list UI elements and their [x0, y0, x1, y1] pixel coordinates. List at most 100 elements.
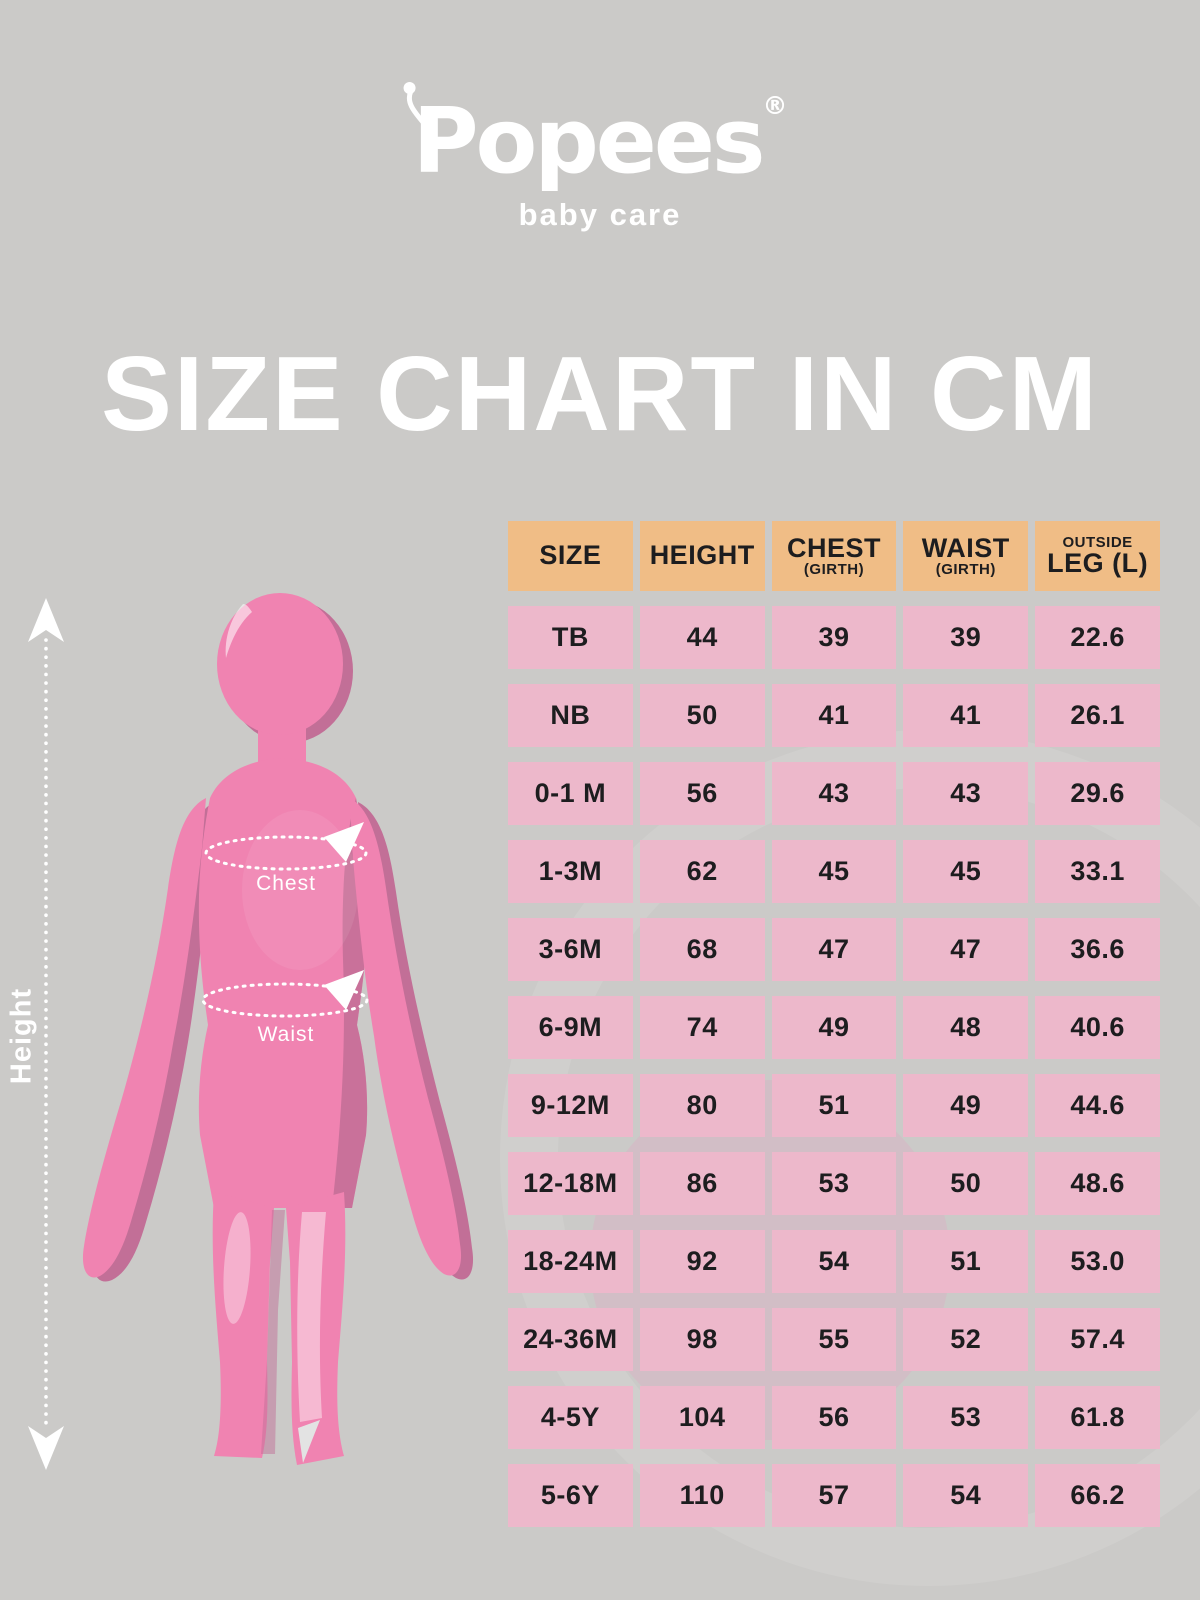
table-cell: 3-6M	[508, 918, 633, 981]
table-cell: 1-3M	[508, 840, 633, 903]
table-cell: 54	[903, 1464, 1029, 1527]
table-cell: 39	[771, 606, 897, 669]
table-cell: 24-36M	[508, 1308, 633, 1371]
table-cell: 53.0	[1035, 1230, 1160, 1293]
table-row: 12-18M 86 53 50 48.6	[508, 1152, 1160, 1215]
size-table-rows: TB 44 39 39 22.6 NB 50 41 41 26.1 0-1 M 56 43 43 29.6 1…	[508, 606, 1160, 1527]
table-row: 1-3M 62 45 45 33.1	[508, 840, 1160, 903]
header-leg-label: LEG (L)	[1047, 547, 1149, 578]
table-cell: 52	[903, 1308, 1029, 1371]
table-cell: 50	[903, 1152, 1029, 1215]
chest-label: Chest	[256, 872, 316, 895]
header-height-label: HEIGHT	[649, 540, 755, 571]
table-cell: 45	[771, 840, 897, 903]
size-table: SIZE HEIGHT CHEST (GIRTH) WAIST (GIRTH) …	[508, 521, 1160, 1527]
table-row: NB 50 41 41 26.1	[508, 684, 1160, 747]
table-cell: 40.6	[1035, 996, 1160, 1059]
table-cell: 44	[639, 606, 765, 669]
table-cell: 49	[771, 996, 897, 1059]
header-cell-outside-leg: OUTSIDE LEG (L)	[1035, 521, 1160, 591]
header-cell-size: SIZE	[508, 521, 633, 591]
table-row: 9-12M 80 51 49 44.6	[508, 1074, 1160, 1137]
table-cell: 74	[639, 996, 765, 1059]
mannequin-left-thigh-highlight	[223, 1212, 251, 1324]
table-cell: 62	[639, 840, 765, 903]
table-cell: 110	[639, 1464, 765, 1527]
table-row: 4-5Y 104 56 53 61.8	[508, 1386, 1160, 1449]
size-table-header: SIZE HEIGHT CHEST (GIRTH) WAIST (GIRTH) …	[508, 521, 1160, 591]
mannequin-inner-leg-shadow	[261, 1210, 285, 1454]
table-row: 0-1 M 56 43 43 29.6	[508, 762, 1160, 825]
table-cell: 54	[771, 1230, 897, 1293]
header-size-label: SIZE	[539, 540, 602, 571]
table-cell: 98	[639, 1308, 765, 1371]
table-cell: 41	[771, 684, 897, 747]
mannequin-head-gloss	[225, 604, 252, 658]
mannequin-right-leg-highlight	[297, 1212, 326, 1422]
table-cell: 55	[771, 1308, 897, 1371]
registered-mark: ®	[762, 91, 788, 120]
table-cell: 47	[903, 918, 1029, 981]
table-cell: 57	[771, 1464, 897, 1527]
table-cell: 47	[771, 918, 897, 981]
table-cell: 4-5Y	[508, 1386, 633, 1449]
header-waist-label: WAIST	[921, 532, 1010, 563]
header-chest-girth-label: (GIRTH)	[803, 561, 865, 579]
header-outside-label: OUTSIDE	[1062, 533, 1133, 551]
table-cell: 44.6	[1035, 1074, 1160, 1137]
table-cell: 39	[903, 606, 1029, 669]
brand-logo: Popees® baby care	[403, 82, 788, 233]
table-cell: 80	[639, 1074, 765, 1137]
table-row: 6-9M 74 49 48 40.6	[508, 996, 1160, 1059]
table-cell: 36.6	[1035, 918, 1160, 981]
brand-name: Popees	[412, 89, 766, 194]
header-waist-girth-label: (GIRTH)	[935, 561, 996, 579]
height-arrow-icon	[28, 598, 64, 1470]
table-cell: 48	[903, 996, 1029, 1059]
table-row: 18-24M 92 54 51 53.0	[508, 1230, 1160, 1293]
table-cell: 5-6Y	[508, 1464, 633, 1527]
table-cell: 61.8	[1035, 1386, 1160, 1449]
table-cell: 48.6	[1035, 1152, 1160, 1215]
table-cell: 92	[639, 1230, 765, 1293]
height-label: Height	[5, 987, 38, 1085]
header-chest-label: CHEST	[786, 532, 881, 563]
table-cell: 43	[771, 762, 897, 825]
waist-label: Waist	[257, 1023, 315, 1046]
table-cell: NB	[508, 684, 633, 747]
table-cell: 18-24M	[508, 1230, 633, 1293]
mannequin-head	[217, 593, 343, 735]
chest-girth-arrow-icon	[204, 822, 368, 871]
table-cell: 45	[903, 840, 1029, 903]
table-cell: 29.6	[1035, 762, 1160, 825]
table-cell: 51	[771, 1074, 897, 1137]
table-row: 24-36M 98 55 52 57.4	[508, 1308, 1160, 1371]
mannequin-foot-highlight	[298, 1420, 320, 1463]
table-cell: 9-12M	[508, 1074, 633, 1137]
table-cell: 41	[903, 684, 1029, 747]
table-cell: 22.6	[1035, 606, 1160, 669]
waist-girth-arrow-icon	[201, 970, 369, 1018]
table-cell: 57.4	[1035, 1308, 1160, 1371]
table-cell: 104	[639, 1386, 765, 1449]
header-cell-chest: CHEST (GIRTH)	[771, 521, 897, 591]
table-cell: 56	[771, 1386, 897, 1449]
table-cell: 51	[903, 1230, 1029, 1293]
table-cell: 53	[903, 1386, 1029, 1449]
brand-logo-wordmark: Popees®	[403, 82, 788, 194]
table-cell: 33.1	[1035, 840, 1160, 903]
table-row: 3-6M 68 47 47 36.6	[508, 918, 1160, 981]
page-title: SIZE CHART IN CM	[101, 335, 1099, 453]
table-cell: 66.2	[1035, 1464, 1160, 1527]
mannequin-left-arm	[82, 798, 206, 1278]
table-cell: 12-18M	[508, 1152, 633, 1215]
table-cell: 0-1 M	[508, 762, 633, 825]
table-cell: 68	[639, 918, 765, 981]
table-cell: 53	[771, 1152, 897, 1215]
header-cell-height: HEIGHT	[639, 521, 765, 591]
table-row: 5-6Y 110 57 54 66.2	[508, 1464, 1160, 1527]
table-cell: 56	[639, 762, 765, 825]
table-row: TB 44 39 39 22.6	[508, 606, 1160, 669]
table-cell: 50	[639, 684, 765, 747]
